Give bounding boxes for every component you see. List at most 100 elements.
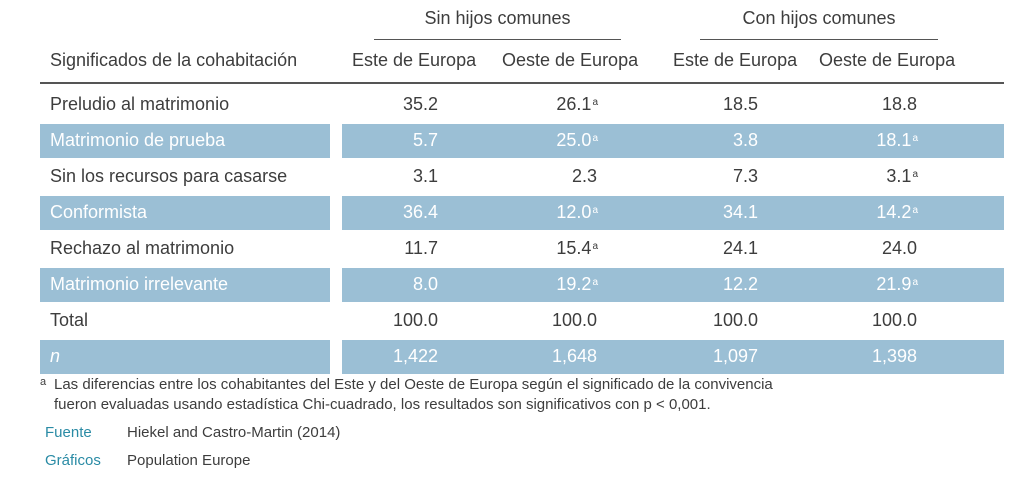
cell-c4: 1,398 <box>872 346 918 367</box>
table-row: Total 100.0 100.0 100.0 100.0 <box>40 304 1004 340</box>
credit-graphics-value: Population Europe <box>127 452 251 469</box>
column-header-west-2: Oeste de Europa <box>819 50 956 70</box>
cell-c1: 1,422 <box>393 346 438 367</box>
cell-value: 25.0 <box>556 130 592 150</box>
table-row: Matrimonio de prueba 5.7 25.0a 3.8 18.1a <box>40 124 1004 160</box>
row-band-label <box>40 196 330 230</box>
cell-c3: 34.1 <box>723 202 758 223</box>
cell-value: 12.0 <box>556 202 592 222</box>
cell-c3: 3.8 <box>733 130 758 151</box>
significance-mark: a <box>912 205 918 216</box>
cell-value: 100.0 <box>871 310 917 330</box>
credit-source-value: Hiekel and Castro-Martin (2014) <box>127 424 341 441</box>
row-label: Sin los recursos para casarse <box>50 166 288 186</box>
table-row: Rechazo al matrimonio 11.7 15.4a 24.1 24.0 <box>40 232 1004 268</box>
cell-c1: 35.2 <box>403 94 438 115</box>
credit-source-key: Fuente <box>45 424 92 441</box>
cell-value: 1,398 <box>871 346 917 366</box>
row-label: Matrimonio de prueba <box>50 130 226 150</box>
significance-mark: a <box>592 277 598 288</box>
cell-c1: 5.7 <box>413 130 438 151</box>
table-row: Preludio al matrimonio 35.2 26.1a 18.5 18.8 <box>40 88 1004 124</box>
cell-c1: 8.0 <box>413 274 438 295</box>
row-label: Preludio al matrimonio <box>50 94 230 114</box>
cell-c4: 100.0 <box>872 310 918 331</box>
cell-value: 12.2 <box>722 274 758 294</box>
cell-c2: 25.0a <box>556 130 598 151</box>
column-header-east-2: Este de Europa <box>673 50 798 70</box>
significance-mark: a <box>592 133 598 144</box>
cell-c3: 1,097 <box>713 346 758 367</box>
credit-graphics: Gráficos Population Europe <box>45 452 250 469</box>
cell-c4: 14.2a <box>876 202 918 223</box>
cell-c2: 26.1a <box>556 94 598 115</box>
cell-value: 3.1 <box>886 166 912 186</box>
cell-value: 1,648 <box>551 346 597 366</box>
cell-c1: 3.1 <box>413 166 438 187</box>
group-header-con-hijos: Con hijos comunes <box>700 8 938 40</box>
cell-value: 8.0 <box>412 274 438 294</box>
table-row: Conformista 36.4 12.0a 34.1 14.2a <box>40 196 1004 232</box>
footnote-mark: a <box>40 376 47 388</box>
cell-value: 100.0 <box>712 310 758 330</box>
cell-value: 100.0 <box>392 310 438 330</box>
table-row: Matrimonio irrelevante 8.0 19.2a 12.2 21.9a <box>40 268 1004 304</box>
row-label: Rechazo al matrimonio <box>50 238 235 258</box>
cell-value: 15.4 <box>556 238 592 258</box>
cell-value: 7.3 <box>732 166 758 186</box>
cell-c4: 18.8 <box>882 94 918 115</box>
cell-c2: 15.4a <box>556 238 598 259</box>
cell-c2: 2.3 <box>572 166 598 187</box>
cell-c2: 100.0 <box>552 310 598 331</box>
cell-value: 24.1 <box>722 238 758 258</box>
cell-value: 35.2 <box>402 94 438 114</box>
cell-c2: 12.0a <box>556 202 598 223</box>
column-header-west-1: Oeste de Europa <box>502 50 639 70</box>
cell-c4: 21.9a <box>876 274 918 295</box>
footnote-text-line-1: Las diferencias entre los cohabitantes d… <box>54 376 773 393</box>
cell-c3: 24.1 <box>723 238 758 259</box>
credit-graphics-key: Gráficos <box>45 452 101 469</box>
cell-value: 18.1 <box>876 130 912 150</box>
cell-c3: 7.3 <box>733 166 758 187</box>
cell-value: 1,422 <box>392 346 438 366</box>
table-row: n 1,422 1,648 1,097 1,398 <box>40 340 1004 376</box>
table-row: Sin los recursos para casarse 3.1 2.3 7.3 3.… <box>40 160 1004 196</box>
cell-value: 24.0 <box>881 238 917 258</box>
footnote-text-line-2: fueron evaluadas usando estadística Chi-… <box>54 396 711 413</box>
significance-mark: a <box>592 205 598 216</box>
cell-c3: 100.0 <box>713 310 758 331</box>
row-band-label <box>40 268 330 302</box>
row-label: Conformista <box>50 202 148 222</box>
cell-value: 18.5 <box>722 94 758 114</box>
cell-value: 19.2 <box>556 274 592 294</box>
cell-value: 21.9 <box>876 274 912 294</box>
significance-mark: a <box>592 241 598 252</box>
group-header-rule <box>700 39 938 40</box>
cell-value: 14.2 <box>876 202 912 222</box>
column-header-east-1: Este de Europa <box>352 50 477 70</box>
cell-c3: 18.5 <box>723 94 758 115</box>
cell-c1: 11.7 <box>404 238 438 259</box>
group-header-label: Sin hijos comunes <box>424 8 571 28</box>
row-band-values <box>342 268 1004 302</box>
significance-mark: a <box>912 277 918 288</box>
cell-value: 5.7 <box>412 130 438 150</box>
row-label: n <box>50 346 61 366</box>
cell-value: 2.3 <box>571 166 597 186</box>
significance-mark: a <box>912 169 918 180</box>
group-header-rule <box>374 39 621 40</box>
row-band-values <box>342 196 1004 230</box>
cell-c4: 24.0 <box>882 238 918 259</box>
row-label: Total <box>50 310 89 330</box>
cell-value: 18.8 <box>881 94 917 114</box>
cell-value: 100.0 <box>551 310 597 330</box>
cell-value: 36.4 <box>402 202 438 222</box>
cell-c4: 3.1a <box>886 166 918 187</box>
footnote: a Las diferencias entre los cohabitantes… <box>40 375 1000 415</box>
significance-mark: a <box>912 133 918 144</box>
cell-c3: 12.2 <box>723 274 758 295</box>
column-header-meanings: Significados de la cohabitación <box>50 50 298 70</box>
credit-source: Fuente Hiekel and Castro-Martin (2014) <box>45 424 340 441</box>
group-header-sin-hijos: Sin hijos comunes <box>374 8 621 40</box>
